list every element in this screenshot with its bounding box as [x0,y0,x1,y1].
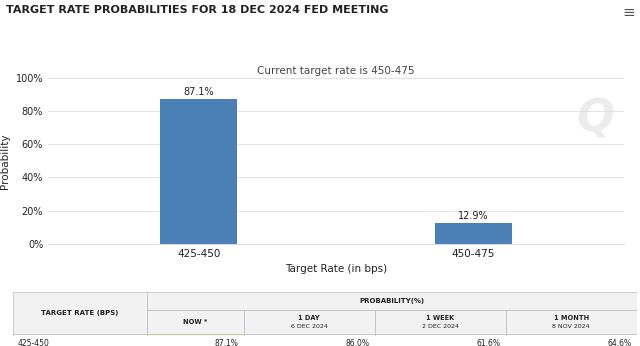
FancyBboxPatch shape [13,334,147,346]
Text: PROBABILITY(%): PROBABILITY(%) [359,298,424,304]
Text: 61.6%: 61.6% [477,339,500,346]
FancyBboxPatch shape [147,292,637,310]
Text: 87.1%: 87.1% [215,339,239,346]
Text: 87.1%: 87.1% [184,87,214,97]
Text: 425-450: 425-450 [18,339,50,346]
Title: Current target rate is 450-475: Current target rate is 450-475 [257,66,415,76]
Text: ≡: ≡ [622,5,635,20]
FancyBboxPatch shape [13,292,147,334]
FancyBboxPatch shape [506,310,637,334]
Text: 64.6%: 64.6% [608,339,632,346]
Text: 1 WEEK: 1 WEEK [426,315,454,321]
FancyBboxPatch shape [506,334,637,346]
Text: 8 NOV 2024: 8 NOV 2024 [552,324,590,329]
Text: 1 DAY: 1 DAY [298,315,320,321]
Text: TARGET RATE (BPS): TARGET RATE (BPS) [41,310,118,316]
X-axis label: Target Rate (in bps): Target Rate (in bps) [285,264,387,274]
FancyBboxPatch shape [147,334,244,346]
FancyBboxPatch shape [375,310,506,334]
Text: 2 DEC 2024: 2 DEC 2024 [422,324,459,329]
Bar [435,222,511,244]
Text: 12.9%: 12.9% [458,210,488,220]
FancyBboxPatch shape [375,334,506,346]
Bar [161,99,237,244]
FancyBboxPatch shape [147,310,244,334]
FancyBboxPatch shape [244,310,375,334]
FancyBboxPatch shape [244,334,375,346]
Text: 6 DEC 2024: 6 DEC 2024 [291,324,328,329]
Text: TARGET RATE PROBABILITIES FOR 18 DEC 2024 FED MEETING: TARGET RATE PROBABILITIES FOR 18 DEC 202… [6,5,389,15]
Y-axis label: Probability: Probability [0,133,10,189]
Text: NOW *: NOW * [183,319,207,325]
Text: Q: Q [576,98,614,141]
Text: 86.0%: 86.0% [346,339,370,346]
Text: 1 MONTH: 1 MONTH [554,315,589,321]
